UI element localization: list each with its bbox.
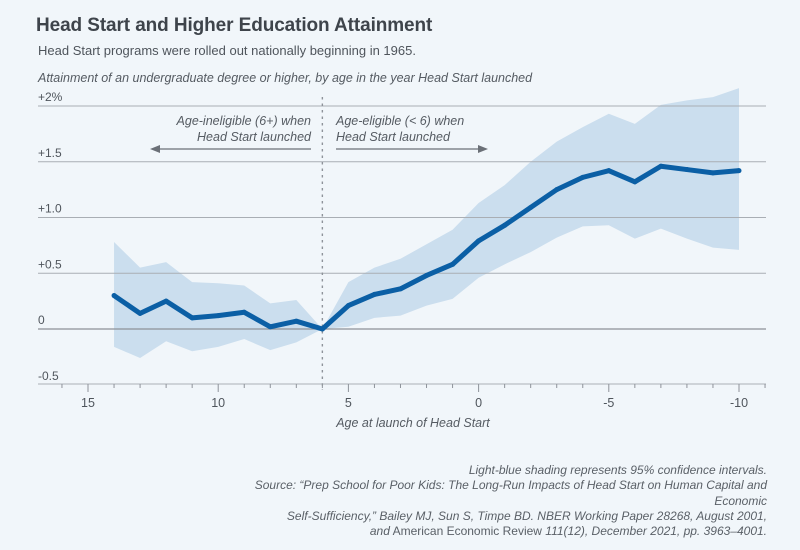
footer-journal-name: American Economic Review bbox=[389, 524, 546, 539]
x-axis: 15 10 5 0 -5 -10 bbox=[38, 383, 766, 410]
chart-title: Head Start and Higher Education Attainme… bbox=[36, 15, 433, 36]
chart-subtitle: Head Start programs were rolled out nati… bbox=[38, 43, 416, 58]
confidence-interval-band bbox=[114, 88, 740, 358]
data-point bbox=[684, 167, 690, 173]
footer-source-line1: Source: “Prep School for Poor Kids: The … bbox=[254, 478, 767, 508]
x-tick-label: 10 bbox=[211, 396, 225, 410]
annotation-right-line2: Head Start launched bbox=[336, 130, 451, 144]
gridlines: -0.5 0 +0.5 +1.0 +1.5 +2% bbox=[38, 90, 766, 383]
data-point bbox=[658, 163, 664, 169]
data-point bbox=[736, 168, 742, 174]
x-tick-label: 15 bbox=[81, 396, 95, 410]
arrow-left-icon bbox=[150, 145, 160, 153]
footer-journal-details: 111(12), December 2021, pp. 3963–4001. bbox=[545, 524, 767, 539]
data-point bbox=[476, 238, 482, 244]
annotation-left-line2: Head Start launched bbox=[197, 130, 312, 144]
data-point bbox=[528, 204, 534, 210]
data-point bbox=[241, 309, 247, 315]
chart-footer: Light-blue shading represents 95% confid… bbox=[207, 463, 767, 539]
x-tick-label: -10 bbox=[730, 396, 748, 410]
x-axis-title: Age at launch of Head Start bbox=[335, 416, 490, 430]
data-point bbox=[163, 298, 169, 304]
y-axis-caption: Attainment of an undergraduate degree or… bbox=[38, 71, 533, 85]
footer-note: Light-blue shading represents 95% confid… bbox=[468, 463, 767, 477]
footer-source-line3: and American Economic Review 111(12), De… bbox=[207, 524, 767, 539]
data-point bbox=[293, 318, 299, 324]
data-point bbox=[137, 310, 143, 316]
data-point bbox=[397, 286, 403, 292]
data-point bbox=[710, 170, 716, 176]
footer-source-line2: Self-Sufficiency,” Bailey MJ, Sun S, Tim… bbox=[286, 508, 767, 523]
arrow-right-icon bbox=[478, 145, 488, 153]
data-point bbox=[632, 179, 638, 185]
y-tick-label: +1.5 bbox=[38, 146, 62, 160]
x-tick-label: 0 bbox=[475, 396, 482, 410]
data-point bbox=[606, 168, 612, 174]
x-tick-label: 5 bbox=[345, 396, 352, 410]
data-point bbox=[371, 291, 377, 297]
y-tick-label: -0.5 bbox=[38, 369, 59, 383]
annotation-right-line1: Age-eligible (< 6) when bbox=[335, 114, 464, 128]
data-point bbox=[267, 324, 273, 330]
x-tick-label: -5 bbox=[603, 396, 614, 410]
data-point bbox=[502, 222, 508, 228]
data-point bbox=[345, 303, 351, 309]
footer-source-and: and bbox=[369, 524, 390, 539]
confidence-band-layer bbox=[114, 88, 740, 358]
annotation-left-line1: Age-ineligible (6+) when bbox=[176, 114, 312, 128]
y-tick-label: 0 bbox=[38, 313, 45, 327]
data-point bbox=[424, 272, 430, 278]
y-tick-label: +0.5 bbox=[38, 257, 62, 271]
data-point bbox=[215, 313, 221, 319]
data-point bbox=[319, 326, 325, 332]
y-tick-label: +1.0 bbox=[38, 202, 62, 216]
series-line-layer bbox=[111, 163, 742, 332]
data-point bbox=[111, 293, 117, 299]
y-tick-label: +2% bbox=[38, 90, 63, 104]
data-point bbox=[580, 174, 586, 180]
data-point bbox=[554, 187, 560, 193]
annotations: Age-ineligible (6+) when Head Start laun… bbox=[150, 114, 488, 153]
data-point bbox=[189, 315, 195, 321]
data-point bbox=[450, 261, 456, 267]
